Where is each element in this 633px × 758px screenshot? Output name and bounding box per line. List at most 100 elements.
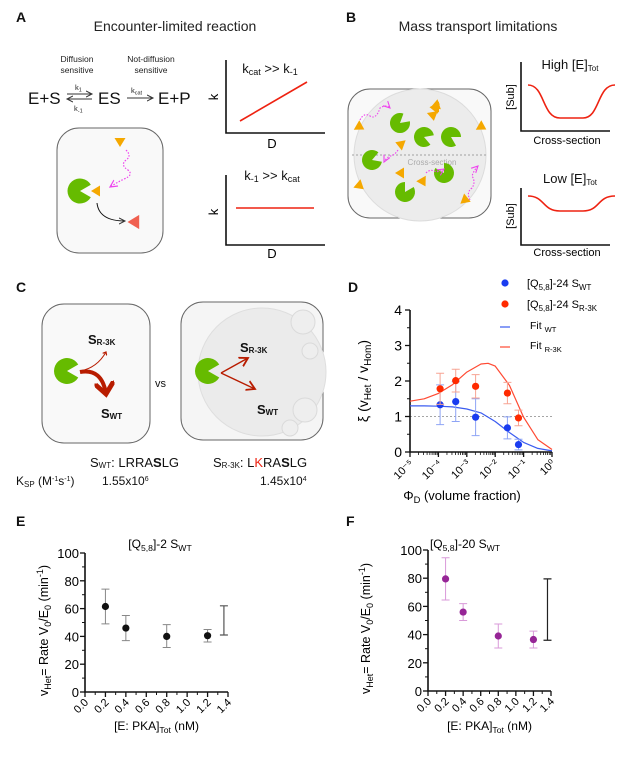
plot-low-ylabel: [Sub] (505, 203, 517, 229)
legend-label: [Q5,8]-24 SR-3K (527, 299, 598, 313)
plot-high-ylabel: [Sub] (505, 84, 517, 110)
not-diffusion-sensitive-line1: Not-diffusion (127, 54, 175, 64)
x-tick-label: 0.2 (92, 697, 111, 716)
y-tick-label: 20 (408, 656, 422, 671)
plot-bottom-xlabel: D (267, 246, 276, 261)
diffusion-sensitive-line1: Diffusion (61, 54, 94, 64)
x-tick-label: 0.6 (133, 697, 152, 716)
panel-b-title: Mass transport limitations (399, 18, 558, 34)
catalysis-arrow-icon (96, 202, 125, 221)
diffusion-path-icons (359, 106, 478, 201)
cross-section-text: Cross-section (408, 158, 457, 167)
panel-label-b: B (346, 9, 356, 25)
ksp-r3k-value: 1.45x104 (260, 474, 307, 488)
kcat-label: kcat (131, 86, 143, 97)
vs-text: vs (155, 378, 167, 390)
x-tick-label: 0.8 (154, 697, 173, 716)
x-tick-label: 10⁰ (538, 457, 559, 478)
data-point (472, 382, 480, 390)
y-tick-label: 80 (65, 574, 79, 589)
diffusion-sensitive-line2: sensitive (60, 65, 93, 75)
data-point (452, 397, 460, 406)
x-tick-label: 0.4 (113, 697, 132, 716)
products: E+P (158, 89, 191, 108)
x-tick-label: 1.0 (174, 697, 193, 716)
y-tick-label: 20 (65, 657, 79, 672)
panel-a: A Encounter-limited reaction Diffusion s… (16, 9, 325, 261)
panel-label-d: D (348, 279, 358, 295)
plot-top-xlabel: D (267, 136, 276, 151)
panel-a-title: Encounter-limited reaction (94, 18, 257, 34)
y-tick-label: 1 (394, 409, 402, 425)
y-tick-label: 0 (415, 684, 422, 699)
y-tick-label: 40 (408, 628, 422, 643)
legend-label: Fit WT (530, 320, 557, 334)
plot-top-ylabel: k (206, 93, 221, 100)
y-tick-label: 80 (408, 571, 422, 586)
plot-high-title: High [E]Tot (542, 57, 600, 73)
y-tick-label: 60 (65, 602, 79, 617)
legend-marker (501, 300, 509, 308)
complex: ES (98, 89, 121, 108)
diffusion-path-icon (110, 149, 131, 187)
x-axis-label: [E: PKA]Tot (nM) (447, 719, 532, 735)
s-wt-label: SWT (101, 406, 122, 421)
panel-label-f: F (346, 513, 355, 529)
chart-title: [Q5,8]-2 SWT (128, 537, 192, 553)
y-axis-label: vHet= Rate V0/E0 (min-1) (357, 563, 375, 694)
panel-label-c: C (16, 279, 26, 295)
ksp-label: KSP (M-1s-1) (16, 474, 74, 489)
y-tick-label: 100 (57, 546, 79, 561)
x-axis-label: [E: PKA]Tot (nM) (114, 719, 199, 735)
chart-title: [Q5,8]-20 SWT (430, 537, 501, 553)
data-point (436, 385, 444, 393)
plot-high-xlabel: Cross-section (533, 135, 600, 147)
s-r3k-label: SR-3K (88, 332, 116, 347)
y-tick-label: 60 (408, 599, 422, 614)
x-tick-label: 10⁻³ (449, 457, 473, 481)
plot-low-axes (520, 188, 610, 246)
x-axis-label: ΦD (volume fraction) (403, 488, 521, 505)
x-tick-label: 1.2 (194, 697, 213, 716)
legend-label: Fit R-3K (530, 340, 562, 354)
plot-bottom-ylabel: k (206, 208, 221, 215)
data-point (441, 575, 450, 583)
y-tick-label: 2 (394, 373, 402, 389)
reference-range-bar (219, 605, 228, 636)
data-point (514, 440, 523, 449)
data-point (163, 632, 171, 641)
axes (84, 553, 228, 693)
reactants: E+S (28, 89, 61, 108)
panel-c: C SR-3K SWT vs SR-3K SWT SWT: LRRASLG SR… (16, 279, 327, 489)
x-tick-label: 1.2 (520, 696, 539, 715)
data-point (452, 377, 460, 385)
y-tick-label: 100 (400, 543, 422, 558)
plot-bottom-title: k-1 >> kcat (244, 168, 300, 184)
x-tick-label: 1.4 (215, 697, 234, 716)
x-tick-label: 1.0 (503, 696, 522, 715)
ksp-wt-value: 1.55x106 (102, 474, 149, 488)
s-r3k-label: SR-3K (240, 340, 268, 355)
s-wt-label: SWT (257, 402, 278, 417)
panel-label-a: A (16, 9, 26, 25)
reference-range-bar (543, 578, 552, 641)
plot-low-title: Low [E]Tot (543, 171, 598, 187)
data-point (472, 413, 480, 421)
data-point (459, 608, 467, 616)
y-tick-label: 0 (394, 444, 402, 460)
plot-low-xlabel: Cross-section (533, 247, 600, 259)
data-point (494, 632, 502, 640)
legend-label: [Q5,8]-24 SWT (527, 278, 591, 292)
r3k-arrow (220, 358, 248, 374)
data-point (503, 389, 512, 397)
k-minus1-label: k-1 (74, 104, 83, 115)
wt-arrow (220, 372, 255, 389)
plot-top-title: kcat >> k-1 (242, 61, 297, 77)
plot-top-line (239, 81, 308, 122)
x-tick-label: 10⁻² (477, 457, 501, 481)
data-point (122, 624, 130, 632)
data-point (101, 602, 110, 611)
sequence-wt: SWT: LRRASLG (90, 455, 179, 470)
